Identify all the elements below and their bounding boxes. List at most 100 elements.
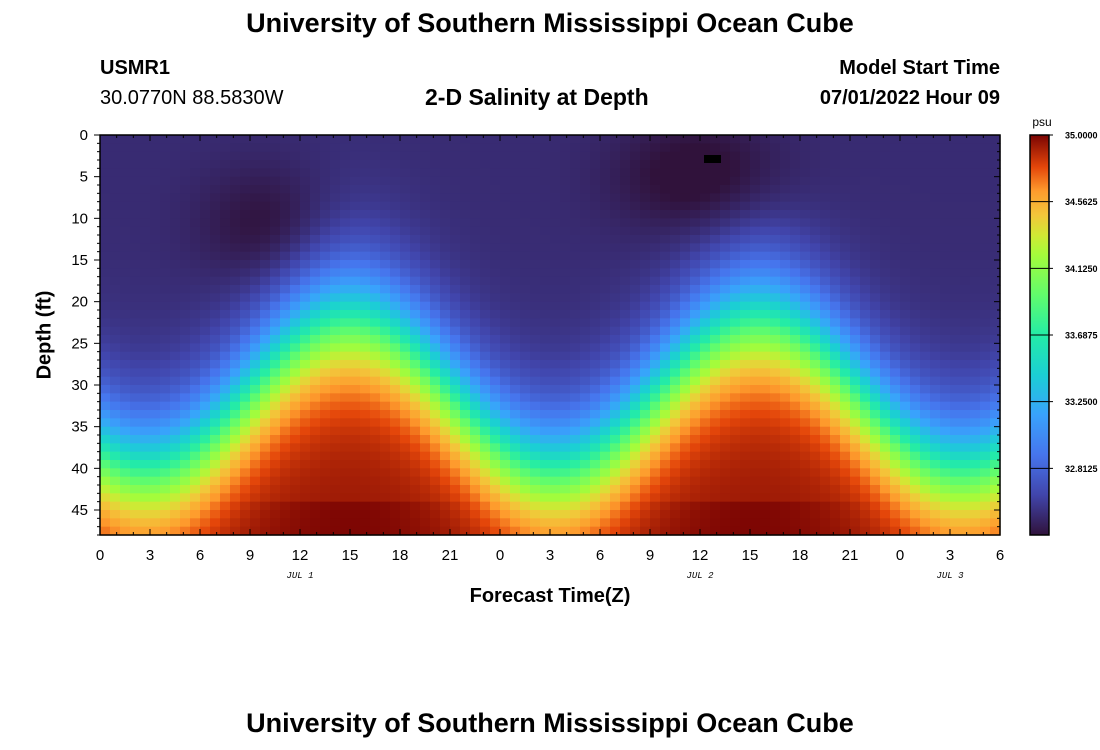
heatmap-cell (170, 493, 181, 503)
heatmap-cell (130, 368, 141, 378)
heatmap-cell (520, 418, 531, 428)
heatmap-cell (240, 326, 251, 336)
heatmap-cell (940, 385, 951, 394)
heatmap-cell (960, 393, 971, 403)
heatmap-cell (390, 410, 401, 419)
heatmap-cell (790, 368, 801, 378)
heatmap-cell (430, 393, 441, 403)
heatmap-cell (610, 443, 621, 453)
heatmap-cell (180, 143, 191, 153)
heatmap-cell (890, 168, 901, 178)
heatmap-cell (700, 518, 711, 528)
heatmap-cell (420, 260, 431, 269)
heatmap-cell (570, 401, 581, 411)
heatmap-cell (250, 185, 261, 194)
heatmap-cell (560, 418, 571, 428)
heatmap-cell (370, 418, 381, 428)
heatmap-cell (720, 151, 731, 161)
heatmap-cell (230, 493, 241, 503)
heatmap-cell (660, 368, 671, 378)
heatmap-cell (860, 276, 871, 286)
heatmap-cell (130, 235, 141, 244)
heatmap-cell (420, 376, 431, 386)
heatmap-cell (500, 268, 511, 278)
heatmap-cell (780, 193, 791, 203)
heatmap-cell (630, 243, 641, 253)
heatmap-cell (220, 468, 231, 478)
heatmap-cell (100, 251, 111, 261)
heatmap-cell (380, 435, 391, 444)
heatmap-cell (760, 343, 771, 353)
heatmap-cell (210, 135, 221, 144)
heatmap-cell (400, 193, 411, 203)
heatmap-cell (380, 301, 391, 311)
heatmap-cell (170, 193, 181, 203)
heatmap-cell (380, 443, 391, 453)
heatmap-cell (250, 526, 261, 536)
heatmap-cell (590, 518, 601, 528)
heatmap-cell (540, 451, 551, 461)
heatmap-cell (250, 518, 261, 528)
heatmap-cell (990, 385, 1001, 394)
heatmap-cell (270, 351, 281, 361)
heatmap-cell (360, 485, 371, 494)
heatmap-cell (230, 293, 241, 303)
heatmap-cell (770, 468, 781, 478)
heatmap-cell (900, 243, 911, 253)
heatmap-cell (210, 510, 221, 519)
heatmap-cell (700, 401, 711, 411)
heatmap-cell (540, 185, 551, 194)
heatmap-cell (500, 293, 511, 303)
heatmap-cell (810, 435, 821, 444)
heatmap-cell (970, 310, 981, 319)
heatmap-cell (910, 443, 921, 453)
heatmap-cell (220, 185, 231, 194)
heatmap-cell (840, 360, 851, 369)
heatmap-cell (700, 501, 711, 511)
heatmap-cell (210, 310, 221, 319)
heatmap-cell (720, 310, 731, 319)
heatmap-cell (260, 243, 271, 253)
heatmap-cell (100, 351, 111, 361)
heatmap-cell (750, 160, 761, 169)
heatmap-cell (290, 435, 301, 444)
heatmap-cell (440, 326, 451, 336)
heatmap-cell (230, 501, 241, 511)
heatmap-cell (610, 318, 621, 328)
heatmap-cell (680, 460, 691, 469)
heatmap-cell (900, 168, 911, 178)
heatmap-cell (580, 468, 591, 478)
heatmap-cell (240, 276, 251, 286)
heatmap-cell (490, 143, 501, 153)
heatmap-cell (860, 251, 871, 261)
heatmap-cell (170, 468, 181, 478)
heatmap-cell (250, 501, 261, 511)
heatmap-cell (410, 443, 421, 453)
heatmap-cell (200, 451, 211, 461)
heatmap-cell (150, 135, 161, 144)
heatmap-cell (290, 160, 301, 169)
heatmap-cell (930, 276, 941, 286)
heatmap-cell (730, 443, 741, 453)
colorbar-unit: psu (1032, 115, 1051, 129)
heatmap-cell (710, 501, 721, 511)
heatmap-cell (800, 185, 811, 194)
heatmap-cell (280, 401, 291, 411)
heatmap-cell (930, 360, 941, 369)
heatmap-cell (260, 210, 271, 219)
heatmap-cell (430, 501, 441, 511)
heatmap-cell (630, 168, 641, 178)
heatmap-cell (500, 368, 511, 378)
heatmap-cell (290, 343, 301, 353)
heatmap-cell (120, 185, 131, 194)
heatmap-cell (440, 210, 451, 219)
heatmap-cell (520, 176, 531, 186)
heatmap-cell (500, 518, 511, 528)
heatmap-cell (910, 368, 921, 378)
heatmap-cell (830, 501, 841, 511)
heatmap-cell (680, 351, 691, 361)
heatmap-cell (570, 160, 581, 169)
heatmap-cell (810, 243, 821, 253)
heatmap-cell (250, 135, 261, 144)
heatmap-cell (720, 460, 731, 469)
